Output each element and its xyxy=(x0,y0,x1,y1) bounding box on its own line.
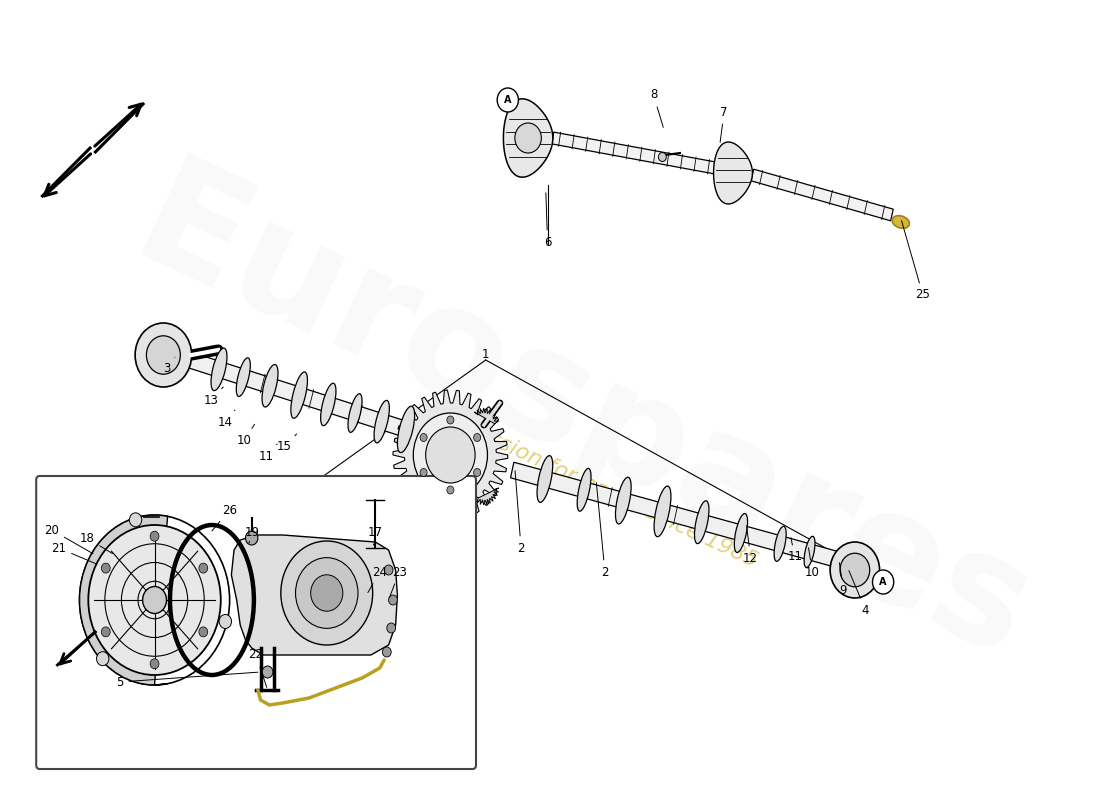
Text: 11: 11 xyxy=(258,444,277,462)
Text: 17: 17 xyxy=(367,526,383,545)
Text: 15: 15 xyxy=(276,434,297,454)
Circle shape xyxy=(383,647,392,657)
Circle shape xyxy=(840,554,870,587)
Circle shape xyxy=(219,614,231,629)
Ellipse shape xyxy=(374,400,389,443)
Text: 12: 12 xyxy=(744,526,758,565)
Ellipse shape xyxy=(654,486,671,537)
Ellipse shape xyxy=(774,526,786,562)
Circle shape xyxy=(150,658,160,669)
Text: 5: 5 xyxy=(117,672,257,689)
Circle shape xyxy=(384,565,393,575)
Circle shape xyxy=(143,586,166,614)
Circle shape xyxy=(310,574,343,611)
Text: 2: 2 xyxy=(515,470,525,554)
Ellipse shape xyxy=(262,365,278,407)
Circle shape xyxy=(414,413,487,497)
Circle shape xyxy=(88,525,221,675)
Polygon shape xyxy=(751,169,893,221)
Text: 4: 4 xyxy=(849,570,869,617)
Text: 1: 1 xyxy=(482,349,490,362)
Ellipse shape xyxy=(397,406,415,453)
Ellipse shape xyxy=(694,501,708,544)
Ellipse shape xyxy=(578,468,591,511)
Circle shape xyxy=(245,531,257,545)
Ellipse shape xyxy=(211,348,227,390)
Circle shape xyxy=(79,515,230,685)
Ellipse shape xyxy=(735,514,748,553)
Text: 22: 22 xyxy=(249,649,266,687)
Circle shape xyxy=(420,434,427,442)
Circle shape xyxy=(474,434,481,442)
Circle shape xyxy=(199,627,208,637)
Polygon shape xyxy=(504,98,553,178)
Circle shape xyxy=(387,623,396,633)
Circle shape xyxy=(280,541,373,645)
Circle shape xyxy=(146,336,180,374)
Text: 10: 10 xyxy=(805,548,820,578)
Polygon shape xyxy=(188,352,434,446)
Circle shape xyxy=(388,595,397,605)
Text: 14: 14 xyxy=(218,410,235,429)
Circle shape xyxy=(447,416,454,424)
Text: 10: 10 xyxy=(236,424,254,446)
Ellipse shape xyxy=(892,216,910,228)
Circle shape xyxy=(199,563,208,573)
Circle shape xyxy=(97,652,109,666)
Circle shape xyxy=(474,469,481,477)
Text: A: A xyxy=(879,577,887,587)
FancyBboxPatch shape xyxy=(36,476,476,769)
Polygon shape xyxy=(474,408,498,424)
Ellipse shape xyxy=(290,372,308,418)
Circle shape xyxy=(872,570,893,594)
Circle shape xyxy=(296,558,358,628)
Polygon shape xyxy=(552,132,716,174)
Text: 20: 20 xyxy=(44,523,94,554)
Polygon shape xyxy=(510,462,840,568)
Text: 3: 3 xyxy=(163,358,175,374)
Polygon shape xyxy=(79,515,167,685)
Polygon shape xyxy=(477,488,499,505)
Ellipse shape xyxy=(348,394,362,432)
Circle shape xyxy=(150,531,160,542)
Text: 24: 24 xyxy=(367,566,387,593)
Text: 7: 7 xyxy=(720,106,728,142)
Text: 13: 13 xyxy=(204,387,223,406)
Polygon shape xyxy=(393,390,508,520)
Text: 19: 19 xyxy=(244,526,260,543)
Circle shape xyxy=(135,323,191,387)
Polygon shape xyxy=(714,142,752,204)
Text: 11: 11 xyxy=(788,538,802,563)
Circle shape xyxy=(830,542,880,598)
Text: 9: 9 xyxy=(839,562,847,597)
Circle shape xyxy=(101,563,110,573)
Ellipse shape xyxy=(616,478,631,524)
Text: A: A xyxy=(504,95,512,105)
Ellipse shape xyxy=(537,456,552,502)
Circle shape xyxy=(262,666,273,678)
Circle shape xyxy=(659,153,667,162)
Text: Eurospares: Eurospares xyxy=(113,148,1053,692)
Text: 2: 2 xyxy=(596,482,608,578)
Ellipse shape xyxy=(804,536,815,567)
Circle shape xyxy=(101,627,110,637)
Circle shape xyxy=(426,427,475,483)
Circle shape xyxy=(515,123,541,153)
Circle shape xyxy=(130,513,142,527)
Ellipse shape xyxy=(320,383,336,426)
Polygon shape xyxy=(231,535,397,655)
Text: a passion for parts, since 1985: a passion for parts, since 1985 xyxy=(441,408,760,572)
Circle shape xyxy=(447,486,454,494)
Circle shape xyxy=(497,88,518,112)
Text: 6: 6 xyxy=(543,193,551,249)
Text: 18: 18 xyxy=(79,531,112,554)
Text: 8: 8 xyxy=(650,89,663,127)
Text: 26: 26 xyxy=(212,503,238,531)
Text: 21: 21 xyxy=(52,542,97,564)
Circle shape xyxy=(420,469,427,477)
Text: 25: 25 xyxy=(902,221,931,302)
Ellipse shape xyxy=(236,358,251,397)
Text: 23: 23 xyxy=(389,566,407,598)
